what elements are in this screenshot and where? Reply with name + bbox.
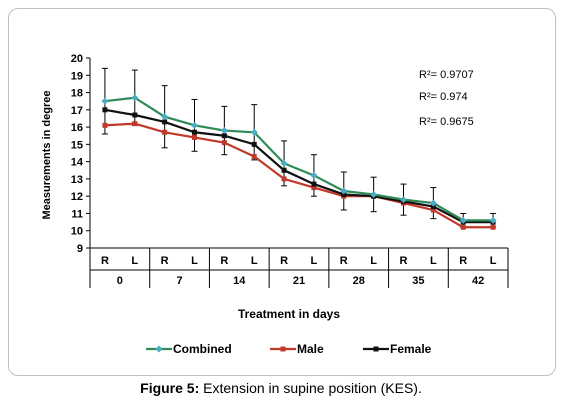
data-point-combined: [340, 187, 348, 195]
data-point-female: [162, 119, 168, 125]
chart-frame: [8, 8, 556, 376]
figure-caption: Figure 5: Extension in supine position (…: [0, 380, 562, 396]
data-point-female: [192, 129, 197, 135]
y-tick-label: 15: [71, 139, 83, 151]
x-side-label: L: [251, 255, 258, 267]
data-point-combined: [489, 216, 497, 224]
x-day-label: 14: [233, 275, 246, 287]
y-tick-label: 19: [71, 70, 83, 82]
data-point-male: [102, 122, 108, 128]
legend-marker-female: [373, 346, 379, 352]
data-point-male: [251, 153, 257, 159]
x-side-label: R: [220, 255, 228, 267]
x-side-label: R: [101, 255, 109, 267]
legend-label-male: Male: [297, 342, 324, 356]
data-point-combined: [191, 121, 198, 129]
data-point-male: [162, 129, 168, 135]
legend-label-female: Female: [390, 342, 432, 356]
y-tick-label: 16: [71, 122, 83, 134]
x-side-label: L: [490, 255, 497, 267]
data-point-male: [430, 207, 436, 213]
data-point-male: [490, 224, 496, 230]
data-point-female: [251, 141, 257, 147]
data-point-combined: [161, 113, 169, 121]
x-side-label: L: [191, 255, 198, 267]
r-squared-annotations: R²= 0.9707 R²= 0.974 R²= 0.9675: [419, 69, 474, 128]
y-tick-label: 12: [71, 191, 83, 203]
data-point-combined: [429, 199, 437, 207]
data-point-male: [132, 121, 138, 127]
x-side-label: R: [161, 255, 169, 267]
x-day-label: 7: [177, 275, 183, 287]
series-line-male: [104, 122, 494, 229]
legend-marker-combined: [155, 345, 163, 353]
y-tick-label: 13: [71, 174, 83, 186]
data-point-combined: [459, 216, 467, 224]
data-point-combined: [400, 196, 407, 204]
x-day-label: 35: [412, 275, 424, 287]
y-tick-label: 9: [77, 243, 83, 255]
legend-marker-male: [280, 346, 286, 352]
data-point-combined: [370, 190, 378, 198]
legend-label-combined: Combined: [173, 342, 232, 356]
x-side-label: L: [430, 255, 437, 267]
caption-text: Extension in supine position (KES).: [199, 380, 422, 396]
data-point-female: [132, 112, 138, 118]
data-point-female: [281, 167, 287, 173]
data-point-combined: [280, 159, 288, 167]
x-day-label: 0: [117, 275, 123, 287]
x-side-label: L: [131, 255, 138, 267]
x-day-label: 42: [472, 275, 484, 287]
x-side-label: R: [400, 255, 408, 267]
r-squared-label: R²= 0.9707: [419, 69, 474, 81]
data-point-male: [281, 176, 287, 182]
data-point-male: [221, 140, 227, 146]
data-point-combined: [131, 94, 139, 102]
y-tick-label: 14: [71, 157, 84, 169]
x-side-label: R: [459, 255, 467, 267]
data-point-combined: [220, 127, 228, 135]
series-line-female: [104, 108, 494, 224]
x-category-labels: R L R L R L R L R L R L R L0 7 14 21 28 35 42: [101, 255, 497, 287]
axes: [86, 57, 509, 288]
y-axis-label: Measurements in degree: [41, 91, 53, 220]
y-tick-label: 11: [71, 208, 83, 220]
y-tick-label: 18: [71, 88, 83, 100]
x-side-label: R: [340, 255, 348, 267]
y-tick-label: 10: [71, 226, 83, 238]
y-tick-labels: 9 10 11 12 13 14 15 16 17 18 19 20: [71, 53, 84, 255]
x-side-label: L: [311, 255, 318, 267]
data-point-combined: [101, 97, 109, 105]
series-line-combined: [104, 96, 494, 222]
data-point-combined: [250, 128, 258, 136]
r-squared-label: R²= 0.9675: [419, 116, 474, 128]
data-point-female: [221, 133, 227, 139]
x-side-label: R: [280, 255, 288, 267]
x-day-label: 28: [353, 275, 365, 287]
data-point-male: [460, 224, 466, 230]
data-point-combined: [310, 171, 318, 179]
r-squared-label: R²= 0.974: [419, 91, 468, 103]
data-point-male: [192, 134, 197, 140]
x-side-label: L: [370, 255, 377, 267]
data-point-female: [102, 107, 108, 113]
series-group: [101, 94, 497, 230]
y-tick-label: 20: [71, 53, 83, 65]
x-day-label: 21: [293, 275, 305, 287]
data-point-male: [311, 185, 317, 191]
data-point-female: [311, 181, 317, 187]
legend: Combined Male Female: [146, 342, 432, 356]
caption-label: Figure 5:: [140, 380, 200, 396]
y-tick-label: 17: [71, 105, 83, 117]
x-axis-label: Treatment in days: [238, 307, 340, 321]
